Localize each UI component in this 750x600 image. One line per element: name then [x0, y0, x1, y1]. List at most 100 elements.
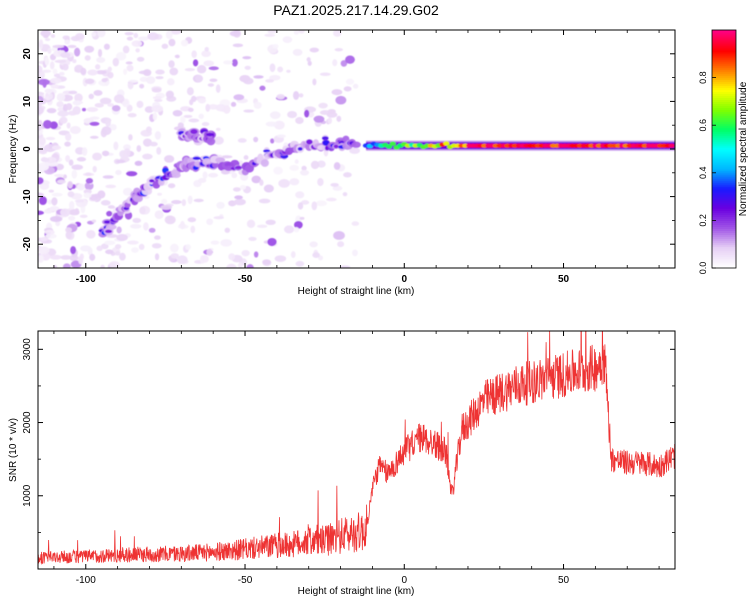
- heatmap-noise-cell: [48, 189, 54, 193]
- spectrogram-y-tick-label: 10: [22, 95, 33, 107]
- heatmap-noise-cell: [226, 263, 237, 268]
- heatmap-noise-cell: [91, 219, 97, 223]
- heatmap-noise-cell: [72, 59, 77, 64]
- heatmap-noise-cell: [85, 178, 94, 184]
- snr-y-label: SNR (10 * v/v): [8, 418, 19, 482]
- heatmap-branch-cell: [105, 224, 117, 230]
- heatmap-noise-cell: [142, 153, 153, 160]
- heatmap-noise-cell: [265, 79, 275, 83]
- heatmap-noise-cell: [101, 150, 110, 157]
- heatmap-branch-cell: [260, 159, 269, 167]
- heatmap-noise-cell: [38, 136, 46, 146]
- heatmap-noise-cell: [201, 50, 211, 58]
- heatmap-noise-cell: [44, 88, 54, 94]
- heatmap-noise-cell: [59, 71, 65, 76]
- colorbar-step: [712, 141, 736, 144]
- heatmap-noise-cell: [107, 71, 114, 79]
- heatmap-noise-cell: [176, 255, 188, 265]
- heatmap-noise-cell: [84, 78, 95, 85]
- heatmap-noise-cell: [289, 178, 300, 186]
- heatmap-noise-cell: [345, 55, 355, 64]
- snr-y-ticks: 1000 2000 3000: [22, 338, 675, 533]
- heatmap-noise-cell: [68, 215, 76, 221]
- heatmap-noise-cell: [115, 159, 126, 164]
- colorbar-step: [712, 152, 736, 156]
- heatmap-noise-cell: [289, 164, 300, 171]
- heatmap-noise-cell: [180, 220, 185, 230]
- heatmap-noise-cell: [84, 172, 92, 176]
- heatmap-noise-cell: [43, 119, 52, 129]
- heatmap-noise-cell: [130, 223, 142, 229]
- colorbar-ticks: 0.0 0.2 0.4 0.6 0.8: [698, 71, 716, 274]
- heatmap-noise-cell: [154, 210, 164, 219]
- heatmap-noise-cell: [115, 251, 121, 256]
- heatmap-noise-cell: [295, 117, 304, 125]
- heatmap-noise-cell: [126, 64, 134, 72]
- heatmap-noise-cell: [233, 94, 245, 101]
- heatmap-noise-cell: [167, 78, 175, 86]
- heatmap-noise-cell: [38, 246, 50, 255]
- heatmap-noise-cell: [207, 83, 215, 87]
- heatmap-noise-cell: [68, 200, 75, 210]
- heatmap-branch-core: [104, 229, 113, 234]
- heatmap-noise-cell: [224, 227, 231, 233]
- heatmap-noise-cell: [88, 93, 94, 100]
- heatmap-noise-cell: [339, 265, 351, 268]
- heatmap-noise-cell: [38, 254, 44, 263]
- colorbar-step: [712, 81, 736, 85]
- heatmap-noise-cell: [343, 86, 352, 92]
- heatmap-noise-cell: [297, 202, 304, 210]
- heatmap-noise-cell: [115, 169, 122, 176]
- heatmap-noise-cell: [49, 254, 62, 260]
- heatmap-noise-cell: [89, 121, 100, 126]
- heatmap-noise-cell: [154, 131, 162, 140]
- heatmap-noise-cell: [103, 43, 110, 50]
- heatmap-noise-cell: [38, 210, 45, 215]
- heatmap-noise-cell: [215, 84, 221, 93]
- colorbar-step: [712, 101, 736, 104]
- colorbar-step: [712, 224, 736, 227]
- colorbar-step: [712, 244, 736, 247]
- heatmap-noise-cell: [259, 179, 264, 186]
- heatmap-noise-cell: [189, 99, 194, 106]
- spectrogram-x-tick-label: -50: [238, 274, 253, 285]
- heatmap-noise-cell: [107, 66, 112, 72]
- heatmap-branch-cell: [257, 153, 264, 163]
- heatmap-noise-cell: [93, 89, 103, 96]
- heatmap-noise-cell: [122, 45, 130, 54]
- heatmap-noise-cell: [99, 97, 112, 105]
- colorbar-step: [712, 109, 736, 112]
- heatmap-noise-cell: [123, 148, 131, 158]
- heatmap-noise-cell: [215, 127, 221, 132]
- colorbar-step: [712, 248, 736, 251]
- colorbar-step: [712, 87, 736, 91]
- heatmap-noise-cell: [60, 52, 71, 58]
- heatmap-noise-cell: [136, 56, 145, 62]
- heatmap-noise-cell: [156, 146, 162, 155]
- heatmap-noise-cell: [276, 134, 286, 138]
- heatmap-noise-cell: [332, 59, 338, 67]
- colorbar-step: [712, 33, 736, 37]
- heatmap-noise-cell: [65, 132, 72, 141]
- heatmap-noise-cell: [42, 79, 47, 88]
- colorbar-step: [712, 196, 736, 200]
- heatmap-noise-cell: [193, 198, 204, 203]
- heatmap-noise-cell: [96, 245, 103, 252]
- heatmap-noise-cell: [49, 216, 62, 222]
- colorbar-step: [712, 73, 736, 77]
- heatmap-noise-cell: [293, 30, 300, 35]
- heatmap-noise-cell: [205, 103, 211, 112]
- colorbar-step: [712, 65, 736, 69]
- colorbar-tick-label: 0.0: [698, 262, 708, 275]
- heatmap-noise-cell: [251, 175, 262, 184]
- colorbar-step: [712, 105, 736, 108]
- heatmap-carrier-cell: [443, 141, 450, 146]
- heatmap-noise-cell: [165, 90, 174, 99]
- heatmap-noise-cell: [334, 47, 344, 52]
- heatmap-noise-cell: [208, 66, 219, 71]
- heatmap-noise-cell: [139, 206, 146, 215]
- heatmap-noise-cell: [95, 70, 107, 75]
- heatmap-noise-cell: [105, 249, 114, 255]
- snr-y-tick-label: 1000: [22, 484, 33, 507]
- heatmap-noise-cell: [74, 47, 81, 57]
